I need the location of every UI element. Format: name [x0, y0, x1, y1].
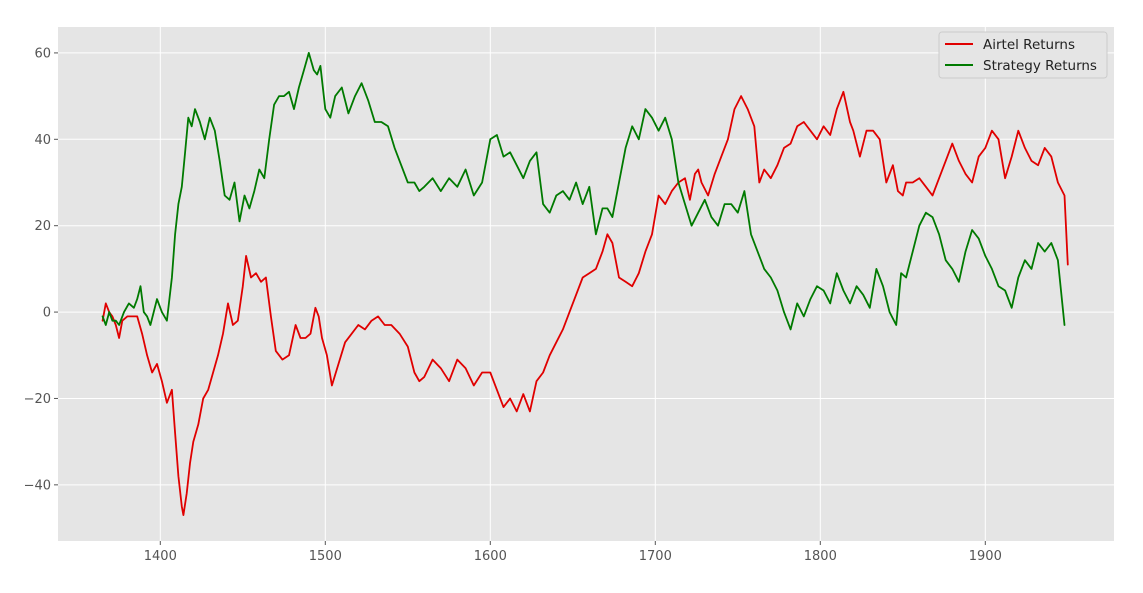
legend: Airtel Returns Strategy Returns — [938, 31, 1108, 79]
plot-area — [58, 27, 1114, 541]
series-line-strategy-returns — [101, 52, 1066, 331]
x-tick-label: 1600 — [474, 549, 507, 564]
y-tick-label: −40 — [24, 478, 51, 493]
legend-label: Airtel Returns — [983, 37, 1075, 53]
legend-label: Strategy Returns — [983, 58, 1097, 74]
grid — [58, 27, 1114, 541]
y-tick-label: 40 — [34, 133, 51, 148]
x-tick-label: 1800 — [804, 549, 837, 564]
axes: 1400 1500 1600 1700 1800 1900 −40 −20 0 20 40 60 — [24, 46, 1002, 564]
y-tick-label: 0 — [43, 306, 51, 321]
y-tick-label: −20 — [24, 392, 51, 407]
x-tick-label: 1400 — [144, 549, 177, 564]
series-line-airtel-returns — [101, 90, 1069, 516]
x-tick-label: 1700 — [639, 549, 672, 564]
y-tick-label: 60 — [34, 46, 51, 61]
x-tick-label: 1500 — [309, 549, 342, 564]
series-lines — [101, 52, 1069, 516]
legend-box — [938, 31, 1108, 79]
x-tick-label: 1900 — [969, 549, 1002, 564]
y-tick-label: 20 — [34, 219, 51, 234]
